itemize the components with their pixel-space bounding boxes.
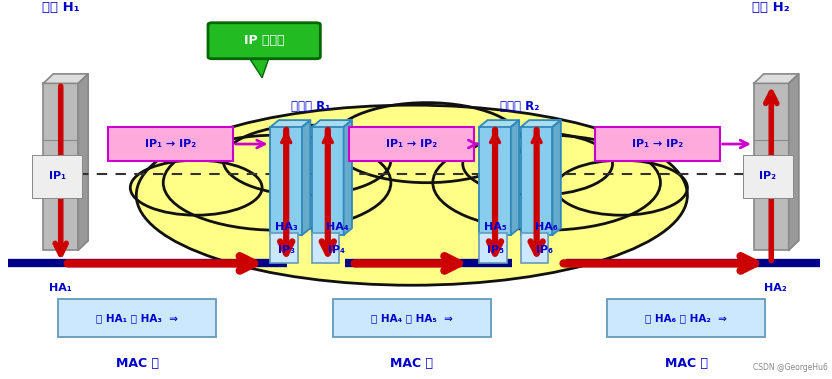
Text: HA₂: HA₂ [764,283,787,293]
Bar [43,83,78,250]
Text: CSDN @GeorgeHu6: CSDN @GeorgeHu6 [753,363,828,372]
Ellipse shape [556,160,687,215]
Bar [479,127,511,235]
Polygon shape [511,120,519,235]
Bar [312,233,339,263]
Text: IP₂: IP₂ [760,171,776,181]
Text: IP₁: IP₁ [49,171,66,181]
Bar [479,233,507,263]
Polygon shape [344,120,352,235]
Text: IP₆: IP₆ [537,245,553,255]
Ellipse shape [131,160,262,215]
Ellipse shape [463,133,612,195]
Bar [521,127,552,235]
Bar [333,299,491,337]
Polygon shape [754,74,799,83]
Text: HA₅: HA₅ [483,222,507,232]
Polygon shape [521,120,561,127]
Text: IP₅: IP₅ [487,245,503,255]
Text: MAC 帧: MAC 帧 [665,357,708,370]
Bar [312,127,344,235]
Bar [754,83,789,250]
Text: IP₁ → IP₂: IP₁ → IP₂ [145,139,196,149]
Text: HA₃: HA₃ [275,222,298,232]
Bar [607,299,765,337]
Bar [595,127,720,161]
Text: 从 HA₁ 到 HA₃  ⇒: 从 HA₁ 到 HA₃ ⇒ [97,313,178,323]
Text: IP₁ → IP₂: IP₁ → IP₂ [386,139,438,149]
Text: 主机 H₂: 主机 H₂ [752,1,790,14]
Polygon shape [552,120,561,235]
Text: IP₄: IP₄ [328,245,344,255]
Bar [108,127,233,161]
FancyBboxPatch shape [208,23,320,59]
Bar [58,299,216,337]
Text: HA₁: HA₁ [49,283,72,293]
Ellipse shape [163,135,391,230]
Text: MAC 帧: MAC 帧 [390,357,433,370]
Text: 路由器 R₂: 路由器 R₂ [500,100,540,113]
Text: MAC 帧: MAC 帧 [116,357,159,370]
Ellipse shape [433,135,661,230]
Polygon shape [249,57,270,78]
Text: IP₃: IP₃ [278,245,295,255]
Polygon shape [78,74,88,250]
Text: IP₁ → IP₂: IP₁ → IP₂ [631,139,683,149]
Text: HA₆: HA₆ [535,222,558,232]
Polygon shape [789,74,799,250]
Text: 从 HA₆ 到 HA₂  ⇒: 从 HA₆ 到 HA₂ ⇒ [646,313,727,323]
Bar [270,233,298,263]
Text: HA₄: HA₄ [326,222,349,232]
Polygon shape [479,120,519,127]
Text: 主机 H₁: 主机 H₁ [42,1,80,14]
Text: 路由器 R₁: 路由器 R₁ [291,100,331,113]
Ellipse shape [331,103,522,183]
Text: 从 HA₄ 到 HA₅  ⇒: 从 HA₄ 到 HA₅ ⇒ [371,313,453,323]
Bar [270,127,302,235]
Polygon shape [302,120,310,235]
Bar [521,233,548,263]
Bar [349,127,474,161]
Polygon shape [312,120,352,127]
Polygon shape [43,74,88,83]
Text: IP 数据报: IP 数据报 [244,34,285,47]
Ellipse shape [223,125,391,195]
Ellipse shape [136,105,687,285]
Polygon shape [270,120,310,127]
